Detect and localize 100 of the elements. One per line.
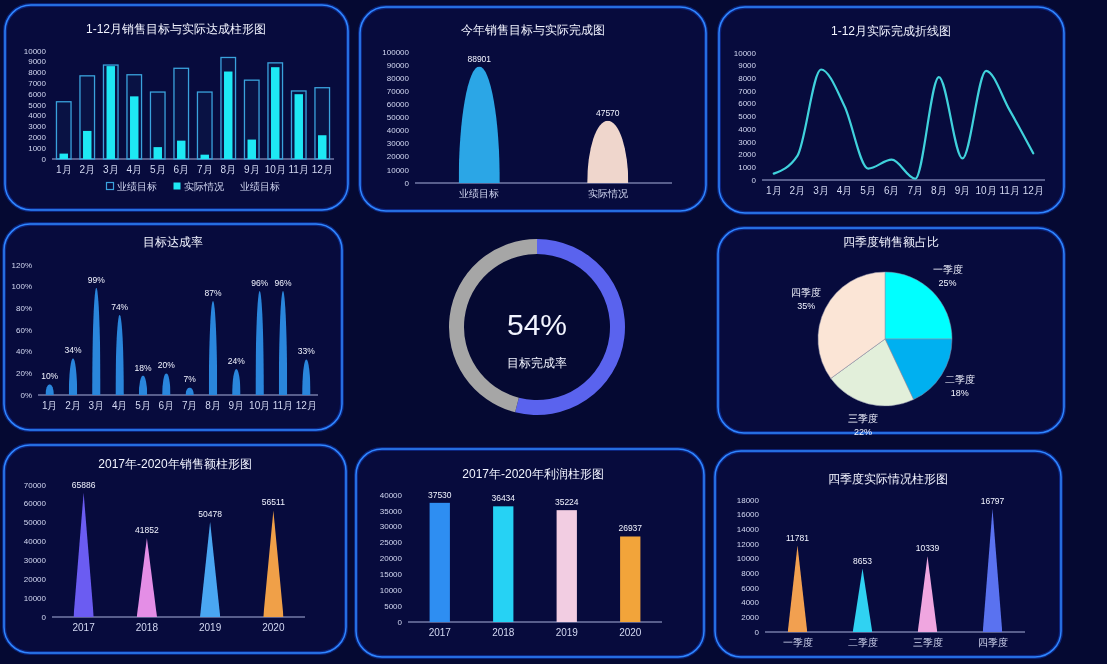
x-tick-label: 5月 xyxy=(135,400,151,411)
chart-title: 四季度销售额占比 xyxy=(843,235,939,249)
line-series xyxy=(772,68,1035,180)
data-label: 7% xyxy=(183,374,197,385)
slice-label: 三季度 xyxy=(848,412,879,424)
y-tick-label: 8000 xyxy=(28,68,47,78)
data-label: 24% xyxy=(227,356,246,366)
data-label: 11781 xyxy=(785,532,810,543)
x-tick-label: 8月 xyxy=(931,185,947,196)
data-label: 35224 xyxy=(554,497,579,508)
y-tick-label: 5000 xyxy=(738,112,757,122)
data-label: 50478 xyxy=(198,508,223,519)
data-label: 18% xyxy=(134,362,152,373)
x-tick-label: 2018 xyxy=(135,622,159,633)
chart-title: 今年销售目标与实际完成图 xyxy=(461,23,605,37)
chart-title: 1-12月实际完成折线图 xyxy=(830,24,952,38)
y-tick-label: 10000 xyxy=(733,48,757,58)
data-label: 20% xyxy=(157,360,176,371)
x-tick-label: 一季度 xyxy=(782,637,813,648)
x-tick-label: 8月 xyxy=(205,400,221,411)
bar xyxy=(130,96,139,159)
y-tick-label: 90000 xyxy=(386,60,410,70)
slice-label: 一季度 xyxy=(932,264,963,276)
x-tick-label: 1月 xyxy=(55,164,72,175)
data-label: 54% xyxy=(506,308,568,341)
y-tick-label: 50000 xyxy=(386,113,410,123)
bar xyxy=(177,140,186,159)
data-label: 96% xyxy=(274,278,292,288)
y-tick-label: 3000 xyxy=(738,137,757,147)
x-tick-label: 2月 xyxy=(65,400,81,411)
y-tick-label: 5000 xyxy=(384,601,403,611)
y-tick-label: 70000 xyxy=(23,480,47,490)
y-tick-label: 6000 xyxy=(741,583,760,593)
bar xyxy=(318,135,327,159)
y-tick-label: 30000 xyxy=(386,139,410,149)
bar xyxy=(196,91,213,160)
x-tick-label: 1月 xyxy=(766,185,782,196)
y-tick-label: 30000 xyxy=(379,522,403,532)
y-tick-label: 0 xyxy=(41,154,47,164)
y-tick-label: 60% xyxy=(15,325,32,335)
x-tick-label: 实际情况 xyxy=(587,188,628,199)
chart-title: 1-12月销售目标与实际达成柱形图 xyxy=(85,22,267,36)
data-label: 25% xyxy=(938,278,957,289)
y-tick-label: 5000 xyxy=(28,100,47,110)
y-tick-label: 120% xyxy=(11,260,32,270)
x-tick-label: 5月 xyxy=(860,185,876,196)
y-tick-label: 0 xyxy=(754,627,760,637)
x-tick-label: 2019 xyxy=(199,622,222,633)
x-tick-label: 10月 xyxy=(249,400,271,411)
y-tick-label: 10000 xyxy=(386,165,410,175)
y-tick-label: 35000 xyxy=(379,506,403,516)
x-tick-label: 4月 xyxy=(836,185,853,196)
y-tick-label: 16000 xyxy=(736,510,760,520)
y-tick-label: 100% xyxy=(11,282,32,292)
x-tick-label: 4月 xyxy=(111,400,128,411)
y-tick-label: 0 xyxy=(397,617,403,627)
y-tick-label: 10000 xyxy=(379,585,403,595)
bar xyxy=(55,101,72,160)
data-label: 37530 xyxy=(427,489,452,500)
data-label: 10339 xyxy=(915,543,940,554)
data-label: 47570 xyxy=(595,107,620,118)
x-tick-label: 3月 xyxy=(88,400,105,411)
x-tick-label: 12月 xyxy=(295,400,317,411)
y-tick-label: 60000 xyxy=(23,499,47,509)
y-tick-label: 15000 xyxy=(379,570,403,580)
chart-title: 四季度实际情况柱形图 xyxy=(828,472,948,486)
y-tick-label: 30000 xyxy=(23,556,47,566)
x-tick-label: 1月 xyxy=(41,400,58,411)
y-tick-label: 1000 xyxy=(738,162,757,172)
x-tick-label: 7月 xyxy=(196,164,213,175)
data-label: 34% xyxy=(64,345,82,356)
x-tick-label: 2017 xyxy=(428,627,452,638)
x-tick-label: 12月 xyxy=(1022,185,1044,196)
data-label: 26937 xyxy=(618,523,643,534)
y-tick-label: 8000 xyxy=(741,568,760,578)
bar xyxy=(83,130,92,159)
y-tick-label: 0 xyxy=(404,178,410,188)
y-tick-label: 9000 xyxy=(28,57,47,67)
y-tick-label: 50000 xyxy=(23,518,47,528)
y-tick-label: 80% xyxy=(15,303,32,313)
x-tick-label: 9月 xyxy=(228,400,245,411)
x-tick-label: 7月 xyxy=(907,185,924,196)
bar xyxy=(224,71,233,159)
slice-label: 四季度 xyxy=(791,286,822,298)
y-tick-label: 4000 xyxy=(738,124,757,134)
y-tick-label: 40000 xyxy=(386,126,410,136)
y-tick-label: 10000 xyxy=(23,593,47,603)
data-label: 99% xyxy=(87,274,106,285)
x-tick-label: 11月 xyxy=(999,185,1020,196)
y-tick-label: 100000 xyxy=(382,47,410,57)
y-tick-label: 18000 xyxy=(736,495,760,505)
x-tick-label: 6月 xyxy=(173,164,190,175)
y-tick-label: 2000 xyxy=(738,150,757,160)
bar xyxy=(493,506,514,622)
x-tick-label: 9月 xyxy=(954,185,971,196)
y-tick-label: 3000 xyxy=(28,122,47,132)
chart-title: 2017年-2020年利润柱形图 xyxy=(462,467,604,481)
y-tick-label: 40% xyxy=(15,347,32,357)
x-tick-label: 2018 xyxy=(492,627,515,638)
x-tick-label: 业绩目标 xyxy=(459,188,500,199)
